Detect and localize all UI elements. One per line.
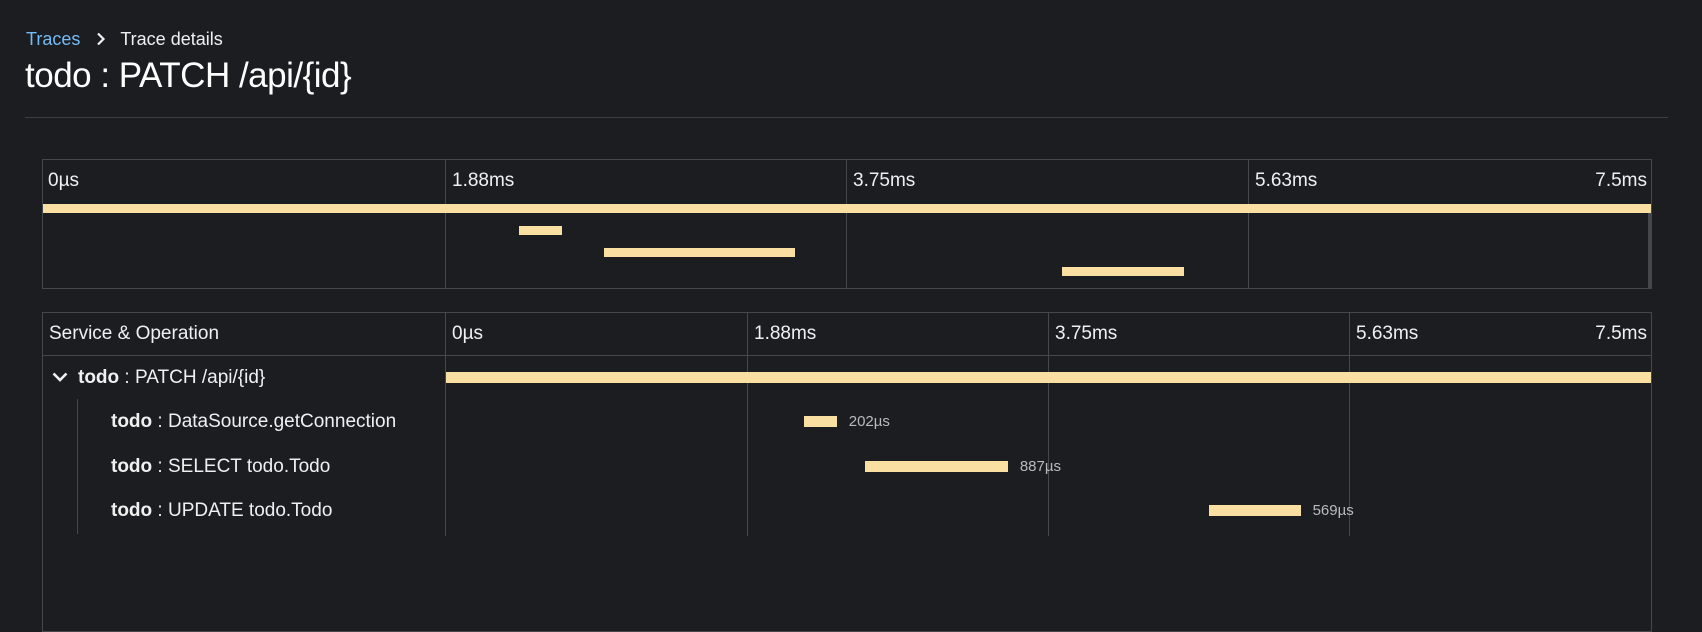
span-operation: : SELECT todo.Todo xyxy=(152,456,331,477)
span-service: todo xyxy=(78,367,120,388)
timeline-tick-label: 3.75ms xyxy=(1055,323,1118,344)
timeline-gridline xyxy=(445,313,446,536)
breadcrumb-current: Trace details xyxy=(120,28,223,49)
span-service: todo xyxy=(111,500,153,521)
span-service: todo xyxy=(111,411,153,432)
chevron-down-icon[interactable] xyxy=(51,368,69,386)
span-duration: 569µs xyxy=(1312,502,1354,519)
span-label: todo : DataSource.getConnection xyxy=(111,411,396,433)
minimap-gridline xyxy=(846,160,847,288)
timeline-tick-label: 5.63ms xyxy=(1356,323,1419,344)
minimap-span-bar xyxy=(519,226,562,235)
timeline-gridline xyxy=(1349,313,1350,536)
span-duration: 887µs xyxy=(1019,458,1062,475)
header-divider xyxy=(25,117,1668,118)
chevron-right-icon xyxy=(96,32,106,46)
span-operation: : UPDATE todo.Todo xyxy=(152,500,333,521)
timeline-tick-label: 7.5ms xyxy=(1595,323,1647,344)
span-bar[interactable] xyxy=(865,461,1008,472)
timeline-tick-label: 1.88ms xyxy=(754,323,817,344)
span-label: todo : UPDATE todo.Todo xyxy=(111,500,332,522)
timeline-tick-label: 0µs xyxy=(452,323,484,344)
tree-indent-line xyxy=(77,399,78,534)
timeline-gridline xyxy=(747,313,748,536)
breadcrumb-traces-link[interactable]: Traces xyxy=(26,28,81,49)
service-operation-header: Service & Operation xyxy=(49,323,220,344)
span-operation: : PATCH /api/{id} xyxy=(119,367,266,388)
span-operation: : DataSource.getConnection xyxy=(152,411,397,432)
span-bar[interactable] xyxy=(1209,505,1301,516)
span-row[interactable]: todo : PATCH /api/{id} xyxy=(43,356,1651,400)
minimap-span-bar xyxy=(604,248,795,257)
span-duration: 202µs xyxy=(848,413,890,430)
minimap-edge xyxy=(1648,213,1651,288)
table-header: Service & Operation 0µs 1.88ms 3.75ms 5.… xyxy=(43,313,1651,356)
minimap-tick-label: 5.63ms xyxy=(1255,170,1318,191)
trace-minimap[interactable]: 0µs 1.88ms 3.75ms 5.63ms 7.5ms xyxy=(42,159,1652,289)
minimap-tick-label: 7.5ms xyxy=(1595,170,1647,191)
minimap-gridline xyxy=(1248,160,1249,288)
span-label: todo : PATCH /api/{id} xyxy=(78,367,265,389)
timeline-gridline xyxy=(1048,313,1049,536)
minimap-tick-label: 0µs xyxy=(48,170,80,191)
trace-span-table: Service & Operation 0µs 1.88ms 3.75ms 5.… xyxy=(42,312,1652,632)
span-row[interactable]: todo : UPDATE todo.Todo 569µs xyxy=(43,489,1651,533)
span-bar[interactable] xyxy=(804,416,837,427)
span-bar[interactable] xyxy=(446,372,1651,383)
minimap-span-bar xyxy=(1062,267,1184,276)
breadcrumb: Traces Trace details xyxy=(26,28,223,50)
minimap-gridline xyxy=(445,160,446,288)
span-row[interactable]: todo : DataSource.getConnection 202µs xyxy=(43,400,1651,444)
minimap-root-span-bar xyxy=(43,204,1651,213)
page-title: todo : PATCH /api/{id} xyxy=(25,56,352,95)
span-row[interactable]: todo : SELECT todo.Todo 887µs xyxy=(43,445,1651,489)
minimap-tick-label: 1.88ms xyxy=(452,170,515,191)
span-label: todo : SELECT todo.Todo xyxy=(111,456,330,478)
span-service: todo xyxy=(111,456,153,477)
minimap-tick-label: 3.75ms xyxy=(853,170,916,191)
